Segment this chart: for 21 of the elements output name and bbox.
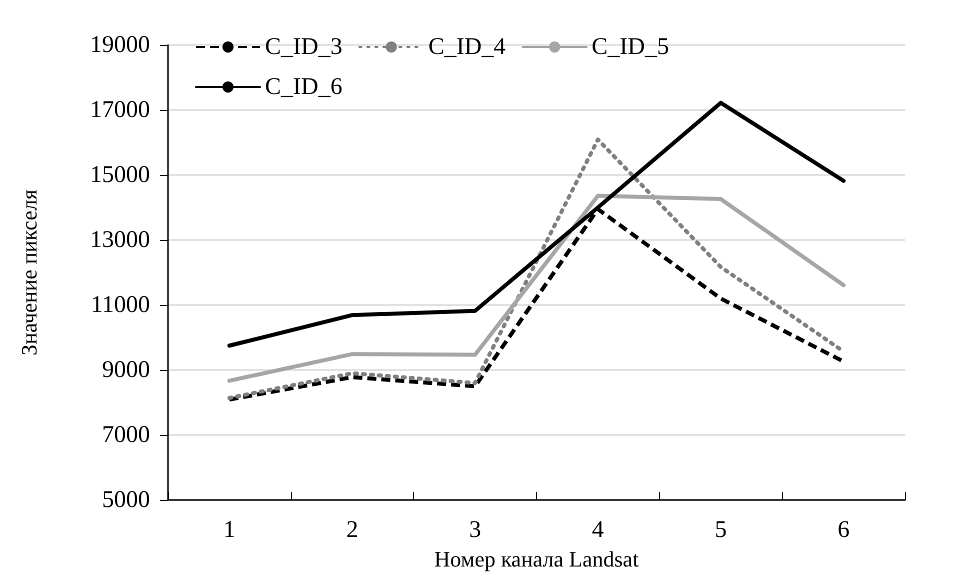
legend-label: C_ID_6	[265, 74, 342, 100]
y-tick-label: 17000	[90, 97, 150, 123]
x-tick-label: 4	[592, 517, 604, 543]
x-tick-label: 5	[714, 517, 727, 543]
x-tick-label: 3	[469, 517, 482, 543]
x-axis-title: Номер канала Landsat	[434, 546, 639, 572]
y-tick-label: 19000	[90, 32, 150, 58]
y-tick-label: 9000	[102, 357, 150, 383]
y-axis-title: Значение пикселя	[16, 190, 42, 356]
legend-label: C_ID_3	[265, 34, 342, 60]
y-tick-label: 11000	[90, 292, 150, 318]
legend-label: C_ID_4	[428, 34, 506, 60]
y-tick-label: 5000	[102, 487, 150, 513]
x-tick-label: 6	[838, 517, 850, 543]
y-tick-label: 13000	[90, 227, 150, 253]
y-tick-label: 7000	[102, 422, 150, 448]
line-series	[227, 194, 846, 383]
x-tick-label: 1	[223, 517, 236, 543]
y-tick-label: 15000	[90, 162, 150, 188]
legend-label: C_ID_5	[592, 34, 670, 60]
x-tick-label: 2	[346, 517, 358, 543]
